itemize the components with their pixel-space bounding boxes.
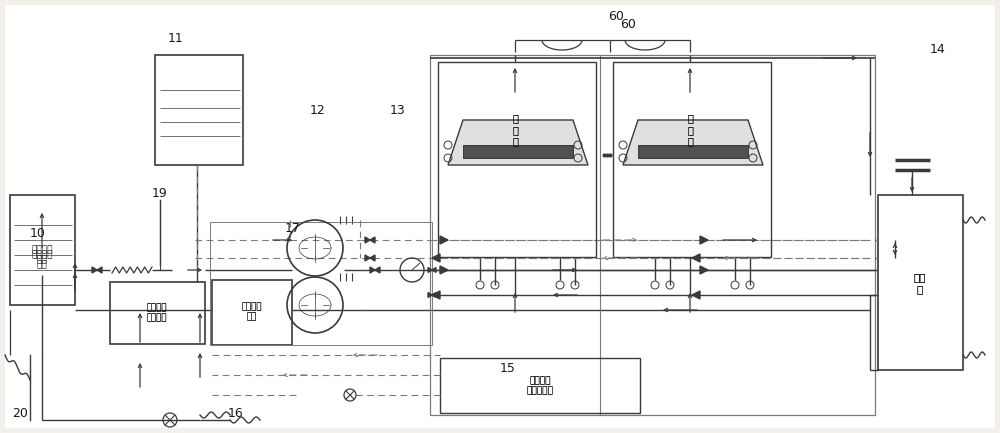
- Polygon shape: [370, 237, 375, 243]
- Text: 低温水冷
却器: 低温水冷 却器: [242, 302, 262, 322]
- Text: 中冷
器: 中冷 器: [914, 272, 926, 294]
- Polygon shape: [692, 254, 700, 262]
- Polygon shape: [432, 293, 436, 297]
- Polygon shape: [365, 255, 370, 261]
- Polygon shape: [432, 268, 436, 272]
- Polygon shape: [700, 236, 708, 244]
- Text: 高温水预
加热单元: 高温水预 加热单元: [147, 303, 167, 323]
- Text: 低温水冷
却器: 低温水冷 却器: [242, 302, 262, 322]
- Text: 20: 20: [12, 407, 28, 420]
- Polygon shape: [700, 266, 708, 274]
- Polygon shape: [370, 255, 375, 261]
- Polygon shape: [428, 268, 432, 272]
- Polygon shape: [365, 237, 370, 243]
- Polygon shape: [370, 267, 375, 273]
- Polygon shape: [375, 267, 380, 273]
- Bar: [878, 195, 963, 370]
- Bar: [210, 222, 432, 345]
- Bar: [613, 62, 771, 257]
- Bar: [10, 195, 75, 305]
- Polygon shape: [92, 267, 97, 273]
- Bar: [155, 55, 243, 165]
- Text: 60: 60: [608, 10, 624, 23]
- Text: 滑油单元
滑油冷却器: 滑油单元 滑油冷却器: [527, 376, 553, 396]
- Polygon shape: [432, 254, 440, 262]
- Polygon shape: [440, 266, 448, 274]
- Text: 11: 11: [168, 32, 184, 45]
- Text: 60: 60: [620, 19, 636, 32]
- Polygon shape: [97, 267, 102, 273]
- Polygon shape: [692, 291, 700, 299]
- Polygon shape: [428, 293, 432, 297]
- Text: 16: 16: [228, 407, 244, 420]
- Bar: [110, 282, 205, 344]
- Polygon shape: [448, 120, 588, 165]
- Text: 17: 17: [285, 222, 301, 235]
- Text: 12: 12: [310, 104, 326, 117]
- Bar: [440, 358, 640, 413]
- Text: 19: 19: [152, 187, 168, 200]
- Text: 第
一
缸: 第 一 缸: [512, 113, 518, 147]
- Polygon shape: [623, 120, 763, 165]
- Bar: [438, 62, 596, 257]
- Text: 第
六
缸: 第 六 缸: [687, 113, 693, 147]
- Polygon shape: [440, 236, 448, 244]
- Text: 高温水预
加热单元: 高温水预 加热单元: [147, 303, 167, 323]
- Polygon shape: [463, 145, 573, 158]
- Text: 10: 10: [30, 227, 46, 240]
- Bar: [430, 55, 875, 415]
- Text: 第
一
缸: 第 一 缸: [512, 113, 518, 147]
- Polygon shape: [638, 145, 748, 158]
- Polygon shape: [432, 291, 440, 299]
- Text: 14: 14: [930, 43, 946, 56]
- Text: 13: 13: [390, 104, 406, 117]
- Text: 第
六
缸: 第 六 缸: [687, 113, 693, 147]
- Text: 中冷
器: 中冷 器: [914, 272, 926, 294]
- Text: 高温水冷
却器: 高温水冷 却器: [31, 246, 53, 265]
- Text: 高温水冷
却器: 高温水冷 却器: [31, 250, 53, 270]
- Bar: [212, 280, 292, 345]
- Text: 滑油单元
滑油冷却器: 滑油单元 滑油冷却器: [527, 376, 553, 396]
- Text: 15: 15: [500, 362, 516, 375]
